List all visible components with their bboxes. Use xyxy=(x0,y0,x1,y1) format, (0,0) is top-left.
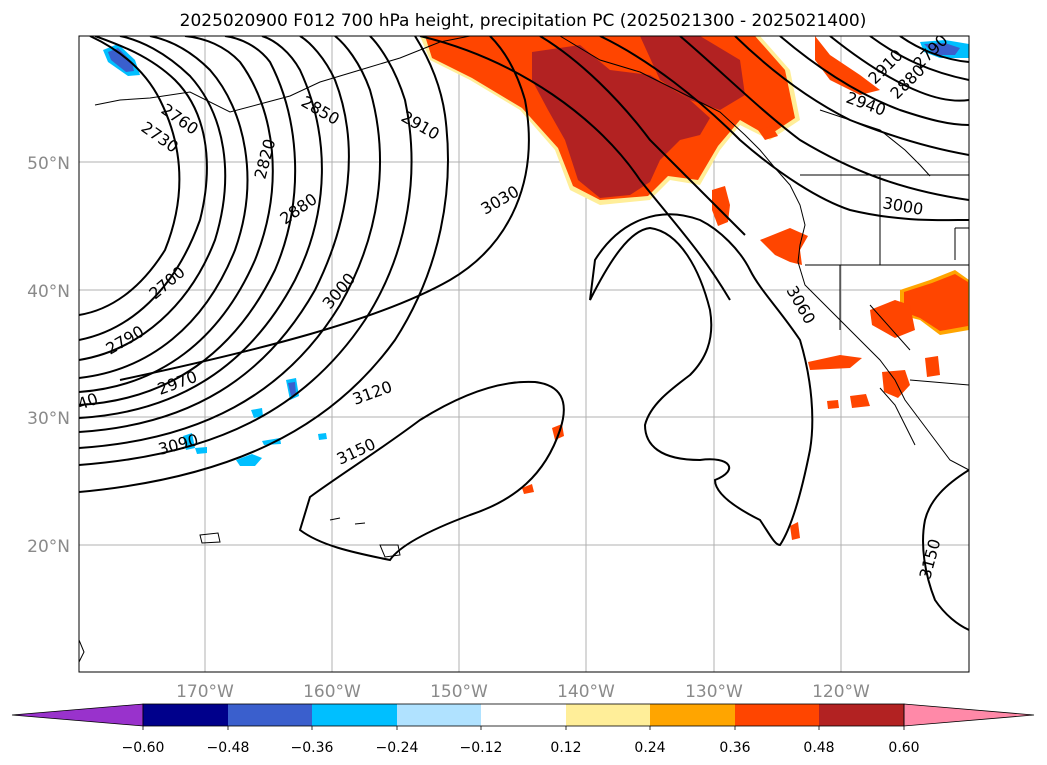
lat-label: 20°N xyxy=(27,537,70,557)
lon-labels: 170°W 160°W 150°W 140°W 130°W 120°W xyxy=(176,682,870,702)
lon-label: 170°W xyxy=(176,682,234,702)
map-area: 2730 2760 2850 2910 2970 2820 2880 3030 … xyxy=(75,36,969,672)
lat-label: 30°N xyxy=(27,409,70,429)
colorbar-tick-label: −0.24 xyxy=(376,740,419,756)
lat-label: 40°N xyxy=(27,282,70,302)
colorbar-segment xyxy=(228,704,312,726)
colorbar-extend-low xyxy=(11,703,144,727)
map-frame xyxy=(78,35,970,673)
lon-label: 140°W xyxy=(557,682,615,702)
colorbar-segment xyxy=(481,704,566,726)
colorbar-extend-high xyxy=(903,703,1035,727)
colorbar-tick-label: −0.12 xyxy=(460,740,503,756)
map-title: 2025020900 F012 700 hPa height, precipit… xyxy=(180,11,867,31)
gridlines xyxy=(79,36,969,672)
lon-label: 120°W xyxy=(812,682,870,702)
colorbar-tick-label: −0.36 xyxy=(291,740,334,756)
colorbar-segment xyxy=(312,704,397,726)
lon-label: 130°W xyxy=(685,682,743,702)
colorbar-tick-label: 0.12 xyxy=(550,740,581,756)
lat-labels: 50°N 40°N 30°N 20°N xyxy=(27,154,70,557)
colorbar-tick-label: 0.60 xyxy=(888,740,919,756)
lon-label: 150°W xyxy=(430,682,488,702)
contour-label: 40 xyxy=(75,389,101,414)
colorbar-tick-label: −0.48 xyxy=(207,740,250,756)
lat-label: 50°N xyxy=(27,154,70,174)
colorbar-tick-label: −0.60 xyxy=(122,740,165,756)
coastlines xyxy=(79,36,969,663)
colorbar-outline xyxy=(142,703,905,727)
colorbar-segment xyxy=(735,704,819,726)
colorbar: −0.60 −0.48 −0.36 −0.24 −0.12 0.12 0.24 … xyxy=(11,703,1035,756)
colorbar-segment xyxy=(143,704,228,726)
colorbar-segment xyxy=(397,704,481,726)
colorbar-tick-label: 0.48 xyxy=(803,740,834,756)
precip-negative xyxy=(103,40,969,466)
height-contours xyxy=(79,36,969,631)
colorbar-segment xyxy=(650,704,735,726)
lon-label: 160°W xyxy=(303,682,361,702)
colorbar-segment xyxy=(566,704,650,726)
colorbar-tick-label: 0.24 xyxy=(634,740,665,756)
colorbar-segment xyxy=(819,704,904,726)
colorbar-tick-label: 0.36 xyxy=(719,740,750,756)
